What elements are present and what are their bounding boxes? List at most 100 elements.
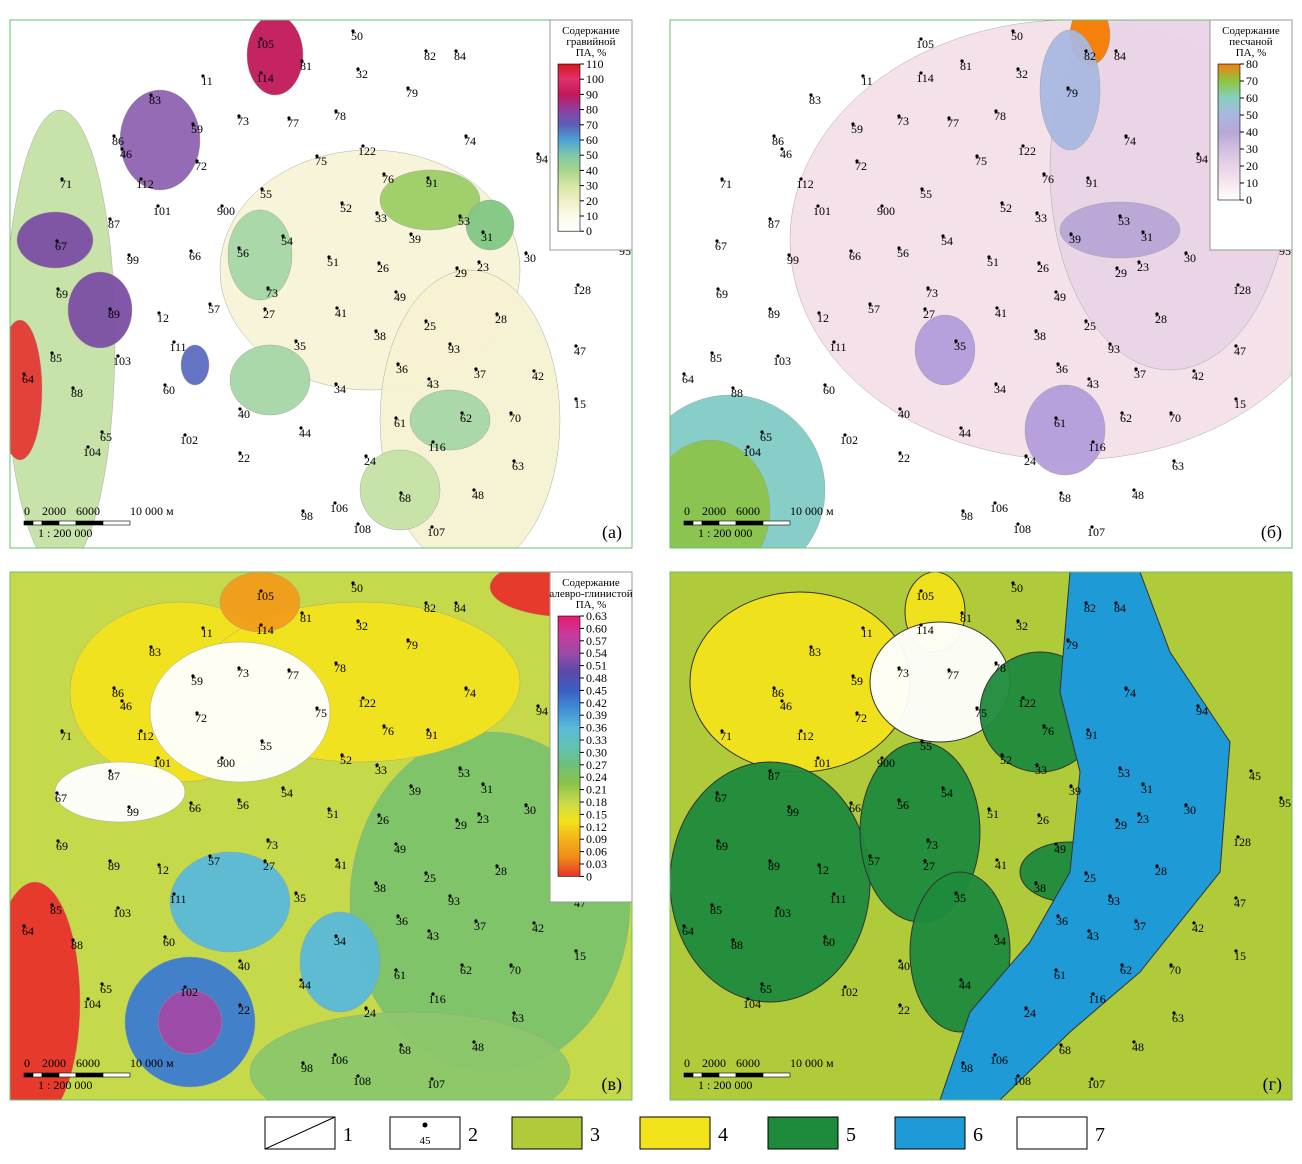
well-label: 27 xyxy=(923,859,935,873)
well-label: 86 xyxy=(112,134,124,148)
well-label: 26 xyxy=(377,813,389,827)
well-label: 40 xyxy=(898,407,910,421)
well-label: 68 xyxy=(399,491,411,505)
well-label: 103 xyxy=(113,354,131,368)
scale-segment xyxy=(42,1073,59,1077)
well-label: 75 xyxy=(315,706,327,720)
well-label: 35 xyxy=(294,339,306,353)
well-label: 105 xyxy=(256,589,274,603)
well-label: 37 xyxy=(1134,919,1146,933)
well-label: 35 xyxy=(954,339,966,353)
well-label: 30 xyxy=(524,803,536,817)
well-label: 103 xyxy=(773,906,791,920)
map-zone xyxy=(150,642,330,782)
well-label: 34 xyxy=(994,382,1006,396)
well-label: 76 xyxy=(382,724,394,738)
well-label: 43 xyxy=(427,377,439,391)
map-zone xyxy=(1060,202,1180,258)
well-label: 84 xyxy=(1114,49,1126,63)
well-label: 89 xyxy=(768,307,780,321)
well-label: 38 xyxy=(1034,329,1046,343)
map-panel: 1055082848132111147983737778598674122467… xyxy=(670,572,1292,1100)
well-label: 42 xyxy=(532,369,544,383)
legend-ramp xyxy=(558,64,580,231)
well-label: 74 xyxy=(464,686,476,700)
well-label: 60 xyxy=(823,383,835,397)
well-label: 26 xyxy=(1037,261,1049,275)
well-label: 66 xyxy=(189,249,201,263)
well-label: 116 xyxy=(428,992,446,1006)
scale-label: 10 000 м xyxy=(130,504,174,518)
well-label: 15 xyxy=(1234,397,1246,411)
scale-segment xyxy=(736,521,763,525)
well-label: 70 xyxy=(509,411,521,425)
scale-segment xyxy=(763,1073,790,1077)
well-label: 49 xyxy=(394,842,406,856)
legend-label: 40 xyxy=(1246,125,1258,139)
well-label: 74 xyxy=(1124,134,1136,148)
well-label: 44 xyxy=(299,426,311,440)
well-label: 51 xyxy=(987,255,999,269)
well-label: 61 xyxy=(1054,968,1066,982)
well-label: 47 xyxy=(574,344,586,358)
figure: 1055082848132111147983737778598674122467… xyxy=(0,0,1302,1159)
well-label: 106 xyxy=(330,1053,348,1067)
well-label: 112 xyxy=(796,177,814,191)
well-label: 45 xyxy=(1249,769,1261,783)
well-label: 67 xyxy=(715,239,727,253)
well-label: 11 xyxy=(861,74,873,88)
well-label: 43 xyxy=(427,929,439,943)
legend-sample-label: 45 xyxy=(420,1135,432,1147)
legend-label: 20 xyxy=(1246,159,1258,173)
well-label: 56 xyxy=(237,246,249,260)
legend-item-label: 7 xyxy=(1095,1124,1105,1146)
well-label: 78 xyxy=(334,661,346,675)
well-label: 64 xyxy=(682,372,694,386)
well-label: 82 xyxy=(424,49,436,63)
well-label: 91 xyxy=(426,728,438,742)
well-label: 74 xyxy=(1124,686,1136,700)
well-label: 66 xyxy=(189,801,201,815)
map-legend: 145234567 xyxy=(265,1117,1105,1149)
well-label: 33 xyxy=(1035,211,1047,225)
well-label: 71 xyxy=(720,729,732,743)
scale-ratio: 1 : 200 000 xyxy=(38,1078,92,1092)
well-label: 11 xyxy=(201,74,213,88)
well-label: 66 xyxy=(849,249,861,263)
legend-swatch xyxy=(768,1117,838,1149)
well-label: 28 xyxy=(495,312,507,326)
legend-label: 0 xyxy=(1246,193,1252,207)
well-label: 38 xyxy=(1034,881,1046,895)
well-label: 29 xyxy=(1115,266,1127,280)
well-label: 51 xyxy=(327,255,339,269)
well-label: 31 xyxy=(1141,230,1153,244)
well-label: 82 xyxy=(424,601,436,615)
well-label: 76 xyxy=(382,172,394,186)
well-label: 87 xyxy=(108,217,120,231)
scale-segment xyxy=(103,1073,130,1077)
map-zone xyxy=(158,990,222,1054)
map-zone xyxy=(410,390,490,450)
well-label: 25 xyxy=(1084,871,1096,885)
well-label: 39 xyxy=(1069,784,1081,798)
well-label: 70 xyxy=(1169,411,1181,425)
well-label: 93 xyxy=(448,894,460,908)
well-label: 52 xyxy=(1000,753,1012,767)
well-label: 64 xyxy=(682,924,694,938)
well-label: 54 xyxy=(281,234,293,248)
well-label: 25 xyxy=(424,319,436,333)
well-label: 78 xyxy=(334,109,346,123)
well-label: 40 xyxy=(238,959,250,973)
well-label: 46 xyxy=(780,699,792,713)
well-label: 114 xyxy=(916,623,934,637)
panel-label: (в) xyxy=(602,1074,623,1095)
well-label: 54 xyxy=(941,234,953,248)
well-label: 93 xyxy=(448,342,460,356)
well-label: 116 xyxy=(1088,440,1106,454)
well-label: 48 xyxy=(472,1040,484,1054)
well-label: 88 xyxy=(71,938,83,952)
legend-ramp xyxy=(558,616,580,876)
scale-segment xyxy=(33,521,42,525)
legend-label: 0 xyxy=(586,869,592,883)
well-label: 28 xyxy=(1155,312,1167,326)
